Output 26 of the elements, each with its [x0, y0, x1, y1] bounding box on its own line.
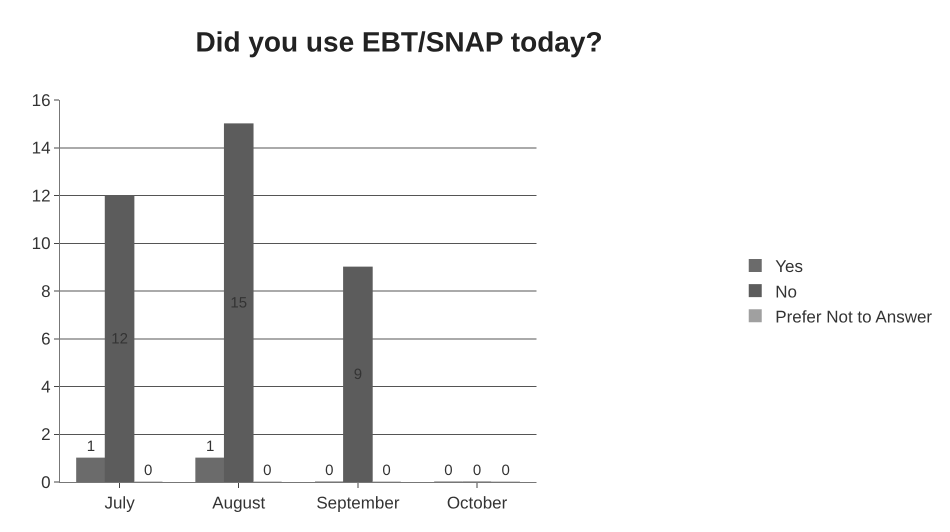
data-label: 0	[444, 462, 453, 479]
x-tick-label: September	[316, 493, 400, 512]
legend-label: Yes	[775, 257, 803, 276]
y-tick-label: 14	[32, 138, 51, 158]
chart-title: Did you use EBT/SNAP today?	[195, 26, 603, 58]
legend-label: No	[775, 282, 797, 302]
data-label: 0	[472, 462, 482, 479]
data-label: 1	[86, 438, 96, 456]
y-tick-label: 0	[41, 472, 51, 492]
y-tick-label: 4	[41, 377, 51, 396]
y-tick-label: 12	[32, 186, 51, 206]
y-tick-label: 8	[41, 282, 51, 301]
x-tick-label: October	[446, 493, 508, 512]
data-label: 0	[382, 462, 391, 479]
data-label: 0	[501, 462, 510, 479]
data-label: 1	[206, 438, 214, 456]
y-tick-label: 2	[41, 425, 51, 444]
y-tick-label: 6	[41, 330, 51, 349]
data-label: 0	[144, 462, 152, 479]
y-tick-label: 16	[32, 90, 51, 110]
y-tick-label: 10	[32, 234, 51, 254]
data-label: 0	[263, 462, 272, 479]
x-tick-label: August	[212, 493, 266, 512]
legend-label: Prefer Not to Answer	[775, 307, 932, 326]
data-label: 0	[325, 462, 334, 479]
x-tick-label: July	[104, 493, 136, 512]
